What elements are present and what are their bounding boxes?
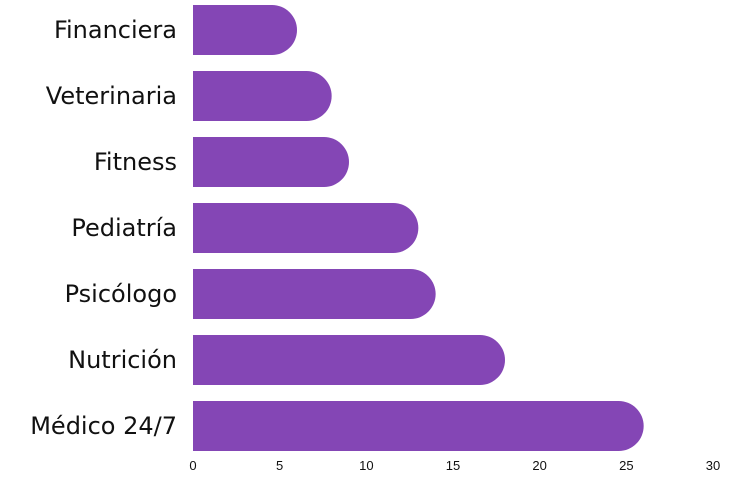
category-label-veterinaria: Veterinaria xyxy=(46,82,177,110)
bar-fitness xyxy=(193,137,349,187)
bar-financiera xyxy=(193,5,297,55)
category-labels: Financiera Veterinaria Fitness Pediatría Psi… xyxy=(30,16,177,440)
bar-veterinaria xyxy=(193,71,332,121)
bar-medico-24-7 xyxy=(193,400,644,451)
category-label-pediatria: Pediatría xyxy=(71,214,177,242)
category-label-psicologo: Psicólogo xyxy=(65,280,177,308)
bars-layer xyxy=(193,5,644,451)
x-tick-label-5: 5 xyxy=(276,458,283,473)
category-label-financiera: Financiera xyxy=(54,16,177,44)
x-tick-label-20: 20 xyxy=(532,458,546,473)
bar-nutricion xyxy=(193,335,505,385)
x-tick-label-25: 25 xyxy=(619,458,633,473)
category-label-fitness: Fitness xyxy=(94,148,177,176)
category-label-nutricion: Nutrición xyxy=(68,346,177,374)
x-tick-label-10: 10 xyxy=(359,458,373,473)
x-tick-label-30: 30 xyxy=(706,458,720,473)
x-axis-ticks: 0 5 10 15 20 25 30 xyxy=(189,458,720,473)
x-tick-label-15: 15 xyxy=(446,458,460,473)
bar-psicologo xyxy=(193,269,436,319)
x-tick-label-0: 0 xyxy=(189,458,196,473)
category-label-medico-24-7: Médico 24/7 xyxy=(30,412,177,440)
bar-pediatria xyxy=(193,203,419,253)
